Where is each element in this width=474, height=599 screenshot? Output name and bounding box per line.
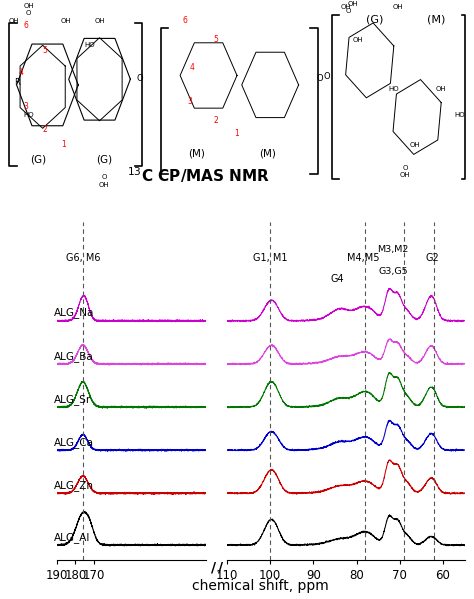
- Text: G1, M1: G1, M1: [253, 253, 287, 262]
- Text: ALG_Ca: ALG_Ca: [54, 437, 94, 448]
- Text: O: O: [402, 165, 408, 171]
- Text: R: R: [14, 78, 19, 87]
- Text: /: /: [218, 560, 223, 574]
- Text: OH: OH: [393, 4, 403, 10]
- Text: OH: OH: [9, 17, 19, 23]
- Text: ALG_Zn: ALG_Zn: [54, 480, 94, 491]
- Text: 6: 6: [24, 22, 28, 31]
- Text: G4: G4: [330, 274, 344, 284]
- Text: OH: OH: [99, 182, 109, 188]
- Text: OH: OH: [436, 86, 446, 92]
- Text: OH: OH: [61, 17, 72, 23]
- Text: O: O: [137, 74, 143, 83]
- Text: G3,G5: G3,G5: [378, 267, 408, 276]
- Text: 5: 5: [43, 46, 47, 55]
- Text: OH: OH: [341, 4, 351, 10]
- Text: HO: HO: [455, 112, 465, 118]
- Text: 1: 1: [62, 140, 66, 149]
- Text: O: O: [101, 174, 107, 180]
- Text: OH: OH: [348, 1, 358, 7]
- Text: 4: 4: [19, 68, 24, 77]
- Text: $^{13}$C CP/MAS NMR: $^{13}$C CP/MAS NMR: [128, 165, 271, 185]
- Text: 5: 5: [213, 35, 218, 44]
- Text: chemical shift, ppm: chemical shift, ppm: [192, 579, 329, 593]
- Text: (G): (G): [366, 14, 383, 25]
- Text: ALG_Sr: ALG_Sr: [54, 394, 91, 405]
- Text: 6: 6: [182, 16, 187, 25]
- Text: O: O: [317, 74, 323, 83]
- Text: HO: HO: [23, 112, 34, 118]
- Text: O: O: [346, 8, 351, 14]
- Text: 2: 2: [213, 116, 218, 125]
- Text: G6, M6: G6, M6: [66, 253, 100, 262]
- Text: (M): (M): [427, 14, 445, 25]
- Text: ALG_Na: ALG_Na: [54, 307, 94, 319]
- Text: OH: OH: [23, 2, 34, 8]
- Text: G2: G2: [425, 253, 439, 262]
- Text: ALG_Ba: ALG_Ba: [54, 350, 94, 362]
- Text: OH: OH: [400, 173, 410, 179]
- Text: 3: 3: [187, 97, 192, 106]
- Text: OH: OH: [410, 142, 420, 148]
- Text: HO: HO: [388, 86, 399, 92]
- Text: (G): (G): [96, 155, 112, 164]
- Text: (G): (G): [30, 155, 46, 164]
- Text: M3,M2: M3,M2: [378, 245, 409, 254]
- Text: M4,M5: M4,M5: [347, 253, 379, 262]
- Text: (M): (M): [188, 149, 205, 159]
- Text: O: O: [324, 72, 330, 81]
- Text: HO: HO: [85, 42, 95, 48]
- Text: 3: 3: [24, 102, 28, 111]
- Text: OH: OH: [94, 17, 105, 23]
- Text: 2: 2: [43, 125, 47, 134]
- Text: 1: 1: [235, 129, 239, 138]
- Text: ALG_Al: ALG_Al: [54, 532, 91, 543]
- Text: (M): (M): [259, 149, 276, 159]
- Text: OH: OH: [353, 37, 363, 43]
- Text: 4: 4: [190, 63, 194, 72]
- Text: O: O: [26, 10, 31, 16]
- Text: /: /: [211, 560, 217, 574]
